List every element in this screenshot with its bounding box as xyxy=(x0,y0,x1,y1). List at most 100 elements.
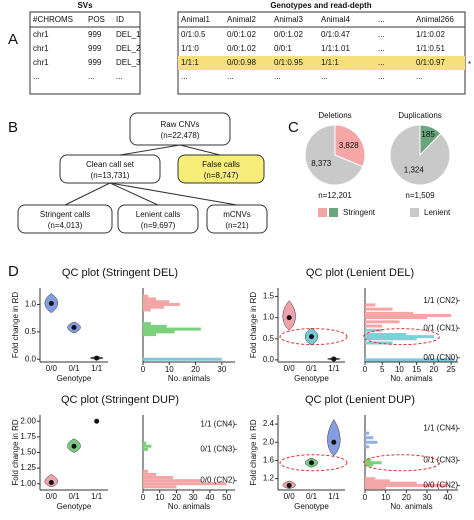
x-axis-label: No. animals xyxy=(390,374,432,383)
row-marker: * xyxy=(468,60,471,69)
cn-tick-label: 1/1 (CN4) xyxy=(423,424,458,433)
y-axis-label: Fold change in RD xyxy=(249,419,258,485)
y-tick-label: 1.00 xyxy=(20,479,36,488)
node-count: (n=9,697) xyxy=(141,221,176,230)
histogram-bar xyxy=(365,431,370,435)
x-tick-label: 0/1 xyxy=(306,364,318,373)
x-tick-label: 30 xyxy=(217,365,226,374)
plot-title: QC plot (Lenient DUP) xyxy=(305,394,415,406)
table-cell: chr1 xyxy=(33,30,49,39)
histogram-bar xyxy=(143,357,222,361)
histogram-bar xyxy=(365,333,407,337)
pie-value-label: 185 xyxy=(421,130,435,139)
histogram-bar xyxy=(365,358,455,362)
table-cell: ... xyxy=(416,72,423,81)
x-tick-label: 50 xyxy=(222,493,231,502)
table-cell: 0/0:1 xyxy=(274,44,292,53)
x-tick-label: 20 xyxy=(172,493,181,502)
pie-slice xyxy=(304,124,364,186)
table-cell: ... xyxy=(227,72,234,81)
highlight-row xyxy=(178,56,465,70)
histogram-bar xyxy=(365,335,434,339)
histogram-bar xyxy=(143,294,149,298)
pie-total: n=12,201 xyxy=(318,191,352,200)
x-tick-label: 5 xyxy=(380,365,385,374)
table-cell: 0/0:1.02 xyxy=(274,30,303,39)
x-tick-label: 0/0 xyxy=(46,492,58,501)
histogram-bar xyxy=(143,482,227,486)
histogram-bar xyxy=(143,308,151,312)
pie-value-label: 3,828 xyxy=(339,141,360,150)
flow-node xyxy=(59,154,161,184)
table-cell: ... xyxy=(33,72,40,81)
highlight-ellipse xyxy=(279,454,348,472)
table-cell: 0/0:1.02 xyxy=(227,44,256,53)
table-header: Animal2 xyxy=(227,15,256,24)
pie-value-label: 8,373 xyxy=(311,159,332,168)
node-label: False calls xyxy=(202,160,240,169)
plot-title: QC plot (Stringent DEL) xyxy=(62,267,178,279)
x-axis-label: Genotype xyxy=(57,502,92,511)
node-count: (n=21) xyxy=(225,221,249,230)
x-tick-label: 0 xyxy=(141,493,146,502)
median-point xyxy=(94,355,100,361)
node-count: (n=22,478) xyxy=(161,131,200,140)
median-point xyxy=(331,356,337,362)
median-point xyxy=(71,324,77,330)
x-tick-label: 10 xyxy=(395,365,404,374)
cn-tick-label: 0/0 (CN2) xyxy=(423,481,458,490)
y-tick-label: 0.0 xyxy=(263,355,275,364)
genotype-table-frame xyxy=(177,11,466,95)
histogram-bar xyxy=(143,327,201,331)
table-cell: 999 xyxy=(88,30,102,39)
x-tick-label: 25 xyxy=(447,365,456,374)
y-tick-label: 0.5 xyxy=(263,334,275,343)
pie-slice xyxy=(389,124,451,186)
highlight-ellipse xyxy=(279,328,348,346)
table-cell: ... xyxy=(181,72,188,81)
y-tick-label: 1.75 xyxy=(20,432,36,441)
x-axis-label: Genotype xyxy=(294,502,329,511)
x-tick-label: 30 xyxy=(423,493,432,502)
node-count: (n=4,013) xyxy=(48,221,83,230)
cn-tick-label: 0/1 (CN1) xyxy=(423,323,458,332)
histogram-bar xyxy=(365,311,414,315)
histogram-bar xyxy=(143,485,177,489)
histogram-bar xyxy=(365,320,400,324)
table-cell: 1/1:1 xyxy=(321,58,339,67)
highlight-ellipse xyxy=(363,328,440,346)
x-axis-label: No. animals xyxy=(390,502,432,511)
histogram-bar xyxy=(365,458,372,462)
x-axis-label: Genotype xyxy=(57,374,92,383)
panel-label: B xyxy=(8,119,18,136)
x-tick-label: 20 xyxy=(429,365,438,374)
pie-value-label: 1,324 xyxy=(404,165,425,174)
histogram-bar xyxy=(365,324,383,328)
pie-title: Duplications xyxy=(398,111,442,120)
flow-node xyxy=(17,204,113,234)
node-label: Raw CNVs xyxy=(160,120,199,129)
y-tick-label: 1.5 xyxy=(263,292,275,301)
histogram-bar xyxy=(365,483,448,487)
histogram-bar xyxy=(143,324,167,328)
node-count: (n=13,731) xyxy=(91,171,130,180)
x-tick-label: 0 xyxy=(141,365,146,374)
table-cell: DEL_1 xyxy=(116,30,141,39)
median-point xyxy=(48,480,54,485)
flow-node xyxy=(129,112,231,146)
table-cell: 0/1:0.47 xyxy=(321,30,350,39)
x-axis-label: No. animals xyxy=(168,502,210,511)
plot-title: QC plot (Lenient DEL) xyxy=(306,267,414,279)
node-label: mCNVs xyxy=(223,210,251,219)
x-tick-label: 10 xyxy=(165,365,174,374)
y-tick-label: 1.6 xyxy=(263,456,275,465)
node-label: Clean call set xyxy=(86,160,135,169)
histogram-bar xyxy=(143,479,202,483)
table-cell: ... xyxy=(321,72,328,81)
histogram-bar xyxy=(143,441,147,445)
histogram-bar xyxy=(365,328,383,332)
table-cell: 1/1:0 xyxy=(181,44,199,53)
histogram-bar xyxy=(365,440,378,444)
x-tick-label: 0/1 xyxy=(68,492,80,501)
cn-tick-label: 0/1 (CN3) xyxy=(200,444,235,453)
